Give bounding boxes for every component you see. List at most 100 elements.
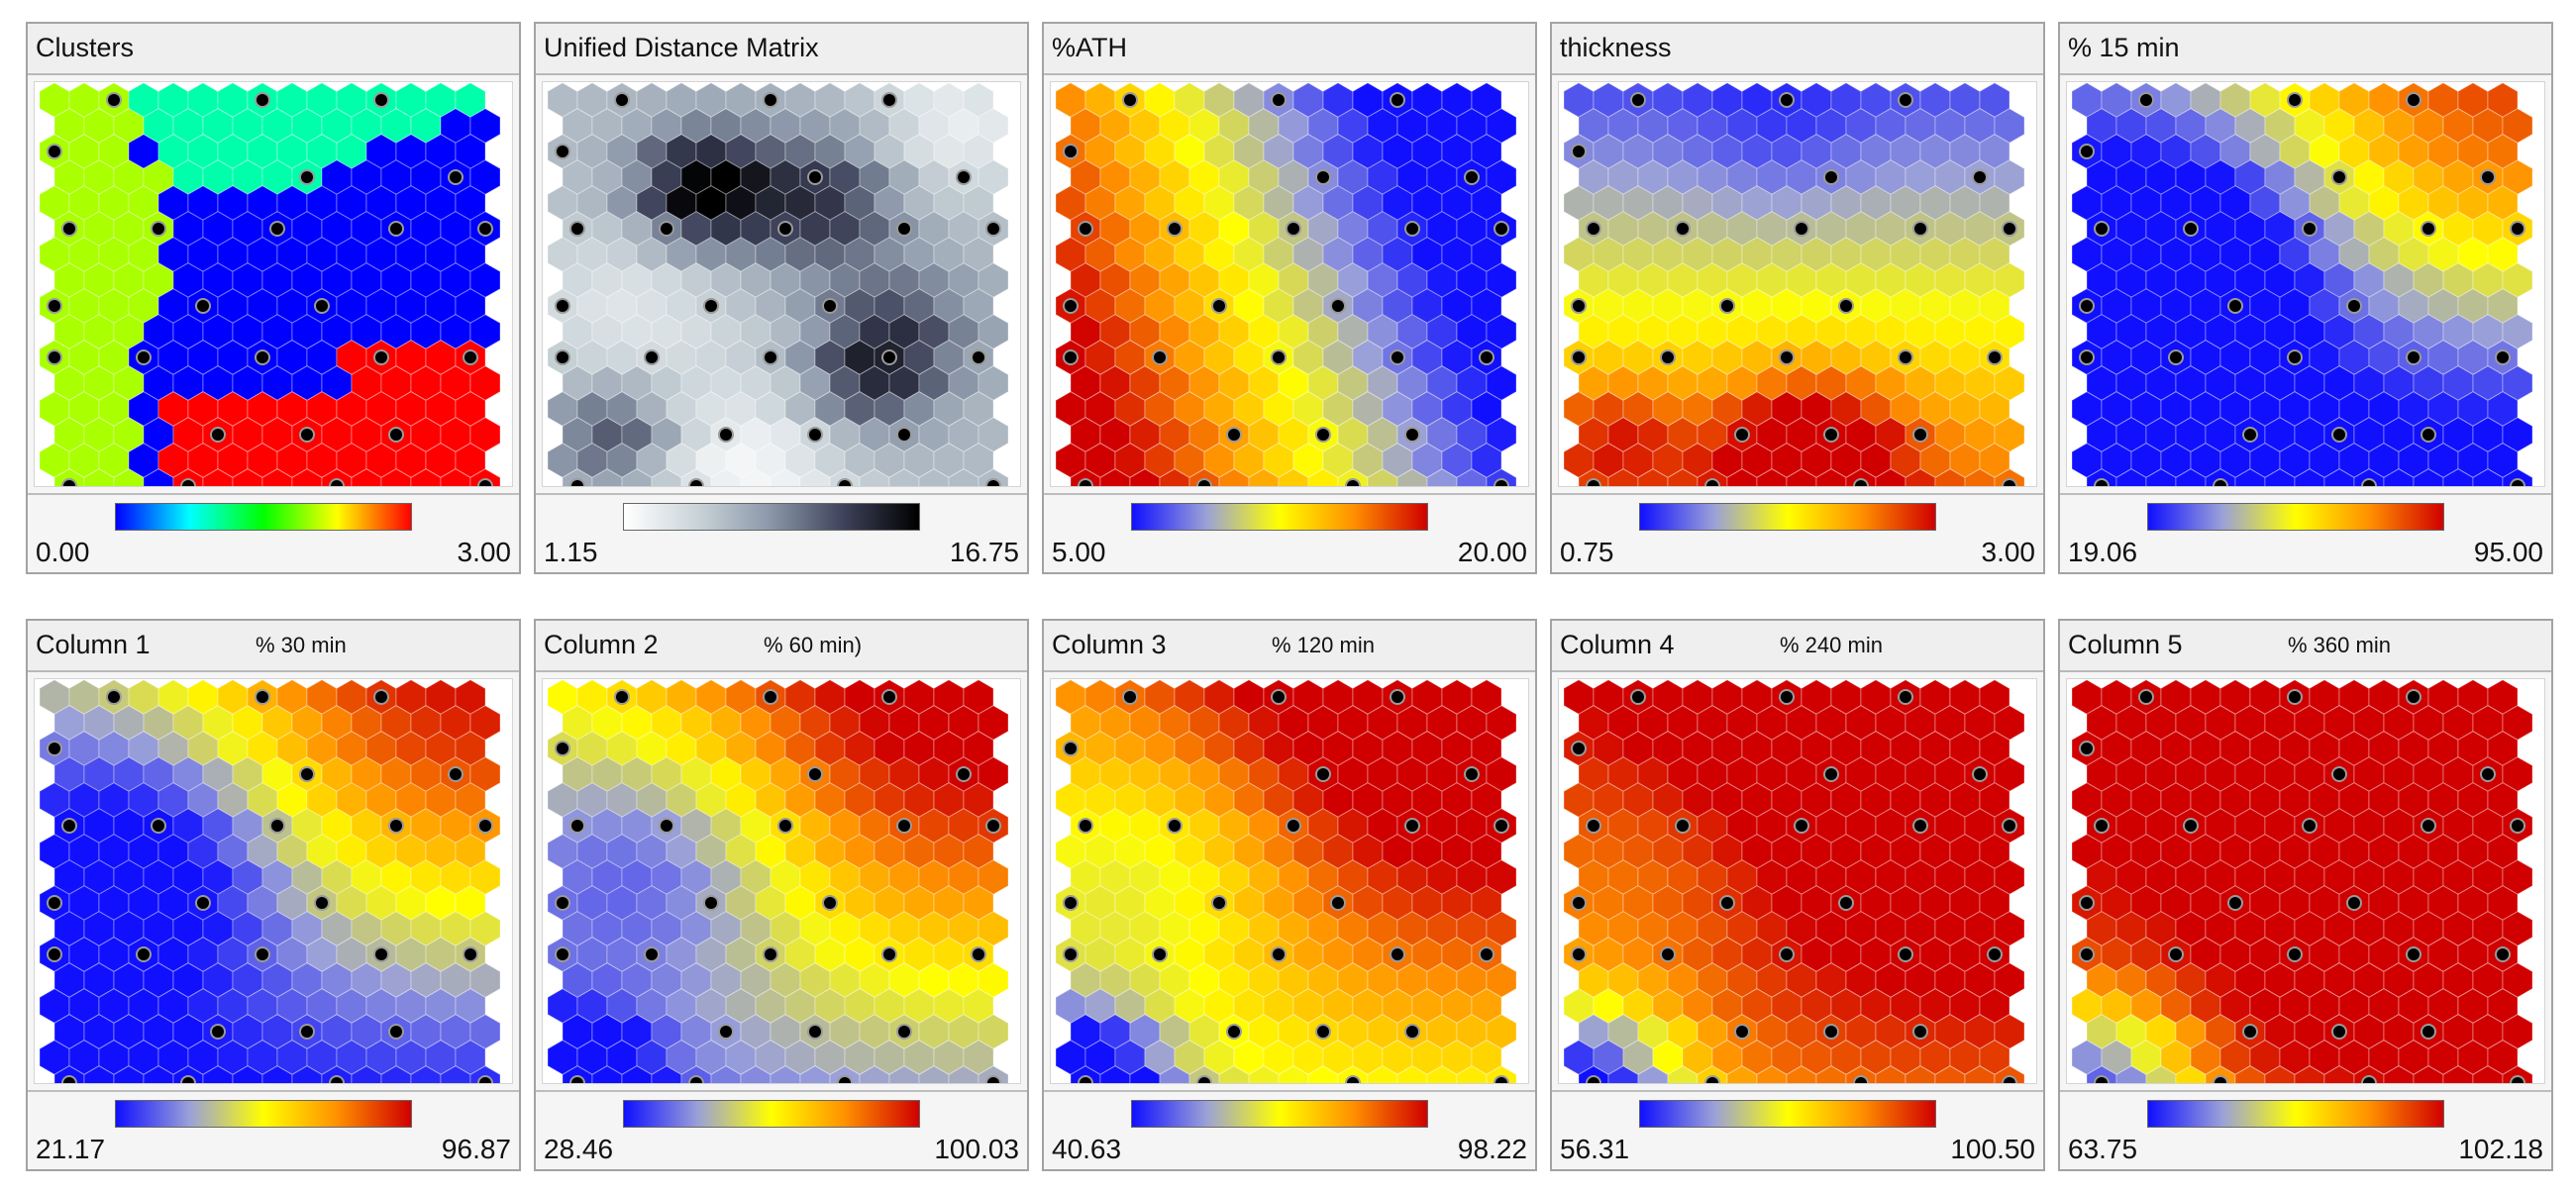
bmu-marker <box>390 223 402 235</box>
bmu-marker <box>824 300 836 312</box>
bmu-marker <box>271 820 283 832</box>
bmu-marker <box>987 223 999 235</box>
hex-grid <box>547 679 1009 1083</box>
bmu-marker <box>1391 94 1403 106</box>
panel-title: Column 5 <box>2068 630 2183 659</box>
bmu-marker <box>1914 1026 1926 1038</box>
bmu-marker <box>108 94 120 106</box>
bmu-marker <box>571 1077 583 1083</box>
bmu-marker <box>1662 351 1674 363</box>
bmu-marker <box>2244 429 2256 441</box>
bmu-marker <box>2185 223 2197 235</box>
panel-subtitle: % 60 min) <box>764 633 863 657</box>
bmu-marker <box>1466 171 1478 183</box>
bmu-marker <box>1974 768 1986 780</box>
som-map <box>1558 81 2037 487</box>
color-legend: 21.17 96.87 <box>28 1090 519 1169</box>
colorbar-min-label: 19.06 <box>2068 537 2138 567</box>
panel-title: % 15 min <box>2068 33 2180 62</box>
panel-subtitle: % 360 min <box>2288 633 2391 657</box>
panel-title: %ATH <box>1052 33 1128 62</box>
hex-cell <box>469 108 501 144</box>
bmu-marker <box>1406 1026 1418 1038</box>
bmu-marker <box>1781 351 1793 363</box>
bmu-marker <box>898 223 910 235</box>
bmu-marker <box>2408 691 2420 703</box>
bmu-marker <box>257 351 268 363</box>
panel-title: Unified Distance Matrix <box>544 33 819 62</box>
som-panel: Unified Distance Matrix 1.15 16.75 <box>534 22 1029 574</box>
colorbar-max-label: 100.50 <box>1950 1134 2035 1164</box>
hex-cell <box>963 443 994 478</box>
bmu-marker <box>153 820 164 832</box>
colorbar <box>2147 1100 2444 1128</box>
bmu-marker <box>212 429 224 441</box>
som-panel: Column 5 % 360 min 63.75 102.18 <box>2058 619 2553 1171</box>
bmu-marker <box>779 223 791 235</box>
bmu-marker <box>987 820 999 832</box>
panel-header: thickness <box>1552 24 2043 75</box>
hex-cell <box>469 365 501 401</box>
bmu-marker <box>1588 223 1599 235</box>
hex-cell <box>978 1065 1009 1083</box>
bmu-marker <box>557 948 568 960</box>
bmu-marker <box>2333 429 2345 441</box>
bmu-marker <box>182 480 194 486</box>
bmu-marker <box>375 948 387 960</box>
bmu-marker <box>883 351 895 363</box>
hex-cell <box>978 314 1009 349</box>
hex-cell <box>469 1065 501 1083</box>
bmu-marker <box>49 146 60 157</box>
hex-cell <box>978 962 1009 998</box>
hex-cell <box>1994 705 2025 741</box>
hex-cell <box>978 911 1009 946</box>
bmu-marker <box>63 1077 75 1083</box>
bmu-marker <box>1317 1026 1329 1038</box>
bmu-marker <box>1677 820 1689 832</box>
bmu-marker <box>1495 1077 1507 1083</box>
bmu-marker <box>720 429 732 441</box>
som-panel: %ATH 5.00 20.00 <box>1042 22 1537 574</box>
som-map <box>1558 678 2037 1084</box>
bmu-marker <box>49 897 60 909</box>
panel-header: Column 2 % 60 min) <box>536 621 1027 672</box>
panel-subtitle: % 120 min <box>1272 633 1375 657</box>
hex-cell <box>1979 988 2010 1024</box>
hex-cell <box>2487 988 2519 1024</box>
bmu-marker <box>1632 94 1644 106</box>
hex-cell <box>2502 468 2533 486</box>
colorbar-max-label: 96.87 <box>441 1134 511 1164</box>
hex-cell <box>2487 391 2519 427</box>
hex-grid <box>39 679 501 1083</box>
bmu-marker <box>1573 743 1585 754</box>
bmu-marker <box>973 351 984 363</box>
som-map <box>1050 81 1529 487</box>
som-map <box>542 678 1021 1084</box>
hex-grid <box>1563 679 2025 1083</box>
hex-cell <box>1471 443 1502 478</box>
bmu-marker <box>479 480 491 486</box>
bmu-marker <box>1154 948 1166 960</box>
hex-cell <box>1486 314 1517 349</box>
hex-grid <box>2071 679 2533 1083</box>
bmu-marker <box>1495 820 1507 832</box>
bmu-marker <box>2348 300 2360 312</box>
bmu-marker <box>108 691 120 703</box>
bmu-marker <box>331 1077 343 1083</box>
bmu-marker <box>1855 1077 1867 1083</box>
colorbar-max-label: 16.75 <box>949 537 1019 567</box>
bmu-marker <box>1706 480 1718 486</box>
hex-cell <box>2502 108 2533 144</box>
bmu-marker <box>2512 1077 2524 1083</box>
color-legend: 19.06 95.00 <box>2060 493 2551 572</box>
colorbar-min-label: 40.63 <box>1052 1134 1122 1164</box>
bmu-marker <box>765 948 776 960</box>
bmu-marker <box>450 171 462 183</box>
bmu-marker <box>2333 768 2345 780</box>
colorbar <box>1131 503 1428 531</box>
bmu-marker <box>1198 480 1210 486</box>
bmu-marker <box>987 1077 999 1083</box>
hex-cell <box>455 1040 486 1075</box>
bmu-marker <box>839 1077 851 1083</box>
hex-cell <box>469 314 501 349</box>
